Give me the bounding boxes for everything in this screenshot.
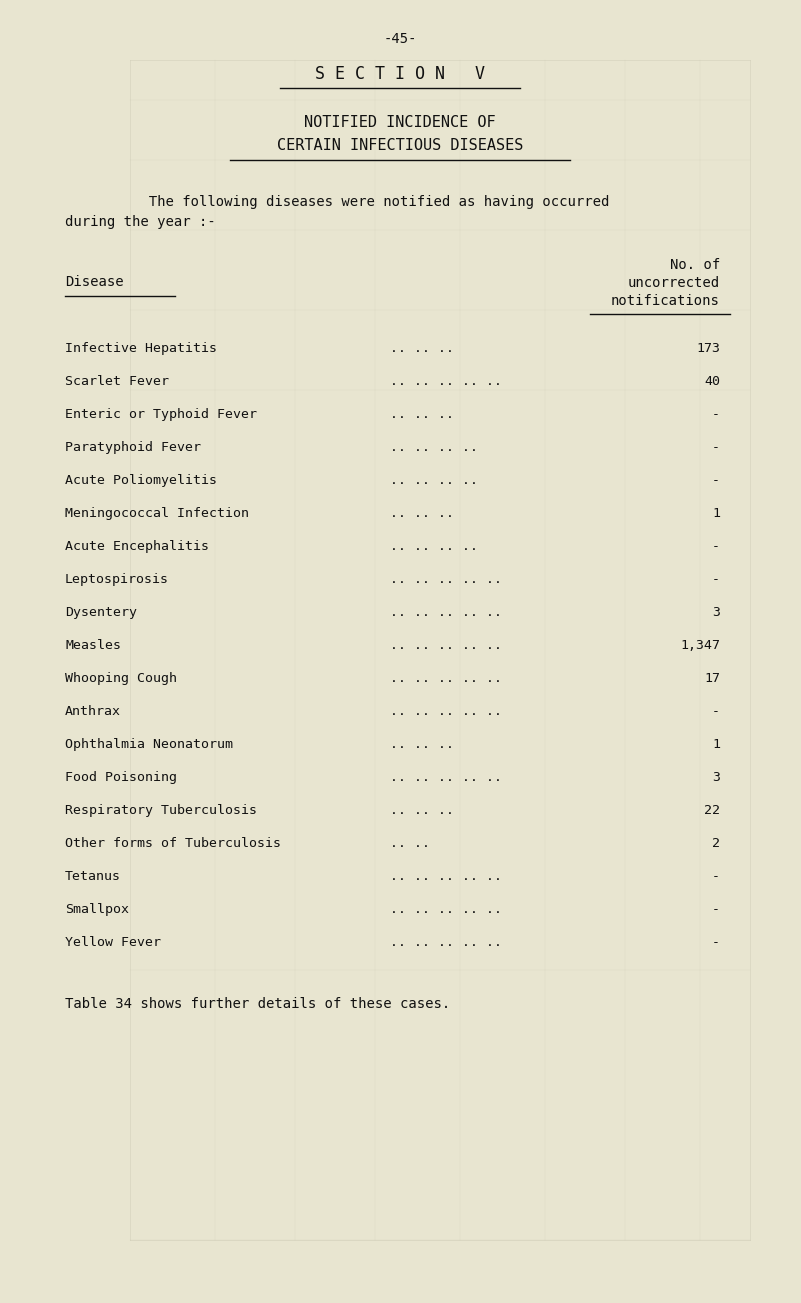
Text: Table 34 shows further details of these cases.: Table 34 shows further details of these …: [65, 997, 450, 1011]
Text: .. .. ..: .. .. ..: [390, 408, 454, 421]
Text: 1: 1: [712, 737, 720, 751]
Text: .. .. ..: .. .. ..: [390, 804, 454, 817]
Text: Tetanus: Tetanus: [65, 870, 121, 883]
Text: The following diseases were notified as having occurred: The following diseases were notified as …: [65, 195, 610, 208]
Text: 22: 22: [704, 804, 720, 817]
Text: 17: 17: [704, 672, 720, 685]
Text: -: -: [712, 440, 720, 453]
Text: .. .. .. .. ..: .. .. .. .. ..: [390, 573, 502, 586]
Text: notifications: notifications: [611, 294, 720, 308]
Text: Scarlet Fever: Scarlet Fever: [65, 375, 169, 388]
Text: 3: 3: [712, 771, 720, 784]
Text: 40: 40: [704, 375, 720, 388]
Text: 1: 1: [712, 507, 720, 520]
Text: Whooping Cough: Whooping Cough: [65, 672, 177, 685]
Text: .. .. .. .. ..: .. .. .. .. ..: [390, 936, 502, 949]
Text: 2: 2: [712, 837, 720, 850]
Text: -: -: [712, 705, 720, 718]
Text: .. .. .. .. ..: .. .. .. .. ..: [390, 672, 502, 685]
Text: .. .. ..: .. .. ..: [390, 507, 454, 520]
Text: .. .. ..: .. .. ..: [390, 341, 454, 354]
Text: S E C T I O N   V: S E C T I O N V: [315, 65, 485, 83]
Text: NOTIFIED INCIDENCE OF: NOTIFIED INCIDENCE OF: [304, 115, 496, 130]
Text: Measles: Measles: [65, 638, 121, 652]
Text: -: -: [712, 573, 720, 586]
Text: .. .. .. .. ..: .. .. .. .. ..: [390, 705, 502, 718]
Text: 3: 3: [712, 606, 720, 619]
Text: Infective Hepatitis: Infective Hepatitis: [65, 341, 217, 354]
Text: 173: 173: [696, 341, 720, 354]
Text: -: -: [712, 870, 720, 883]
Text: Acute Poliomyelitis: Acute Poliomyelitis: [65, 474, 217, 487]
Text: Ophthalmia Neonatorum: Ophthalmia Neonatorum: [65, 737, 233, 751]
Text: -: -: [712, 903, 720, 916]
Text: Dysentery: Dysentery: [65, 606, 137, 619]
Text: during the year :-: during the year :-: [65, 215, 215, 229]
Text: .. .. .. ..: .. .. .. ..: [390, 474, 478, 487]
Text: .. .. .. .. ..: .. .. .. .. ..: [390, 903, 502, 916]
Text: Other forms of Tuberculosis: Other forms of Tuberculosis: [65, 837, 281, 850]
Text: -45-: -45-: [383, 33, 417, 46]
Text: Enteric or Typhoid Fever: Enteric or Typhoid Fever: [65, 408, 257, 421]
Text: -: -: [712, 474, 720, 487]
Text: Respiratory Tuberculosis: Respiratory Tuberculosis: [65, 804, 257, 817]
Text: Acute Encephalitis: Acute Encephalitis: [65, 539, 209, 552]
Text: Anthrax: Anthrax: [65, 705, 121, 718]
Text: -: -: [712, 408, 720, 421]
Text: .. .. .. ..: .. .. .. ..: [390, 440, 478, 453]
Text: .. .. .. .. ..: .. .. .. .. ..: [390, 870, 502, 883]
Text: Meningococcal Infection: Meningococcal Infection: [65, 507, 249, 520]
Text: Disease: Disease: [65, 275, 123, 289]
Text: .. .. .. .. ..: .. .. .. .. ..: [390, 375, 502, 388]
Text: .. .. .. ..: .. .. .. ..: [390, 539, 478, 552]
Text: .. .. .. .. ..: .. .. .. .. ..: [390, 771, 502, 784]
Text: .. .. .. .. ..: .. .. .. .. ..: [390, 638, 502, 652]
Text: .. .. ..: .. .. ..: [390, 737, 454, 751]
Text: Paratyphoid Fever: Paratyphoid Fever: [65, 440, 201, 453]
Text: Yellow Fever: Yellow Fever: [65, 936, 161, 949]
Text: Smallpox: Smallpox: [65, 903, 129, 916]
Text: -: -: [712, 539, 720, 552]
Text: uncorrected: uncorrected: [628, 276, 720, 291]
Text: Food Poisoning: Food Poisoning: [65, 771, 177, 784]
Text: .. ..: .. ..: [390, 837, 430, 850]
Text: -: -: [712, 936, 720, 949]
Text: No. of: No. of: [670, 258, 720, 272]
Text: Leptospirosis: Leptospirosis: [65, 573, 169, 586]
Text: 1,347: 1,347: [680, 638, 720, 652]
Text: CERTAIN INFECTIOUS DISEASES: CERTAIN INFECTIOUS DISEASES: [277, 138, 523, 152]
Text: .. .. .. .. ..: .. .. .. .. ..: [390, 606, 502, 619]
